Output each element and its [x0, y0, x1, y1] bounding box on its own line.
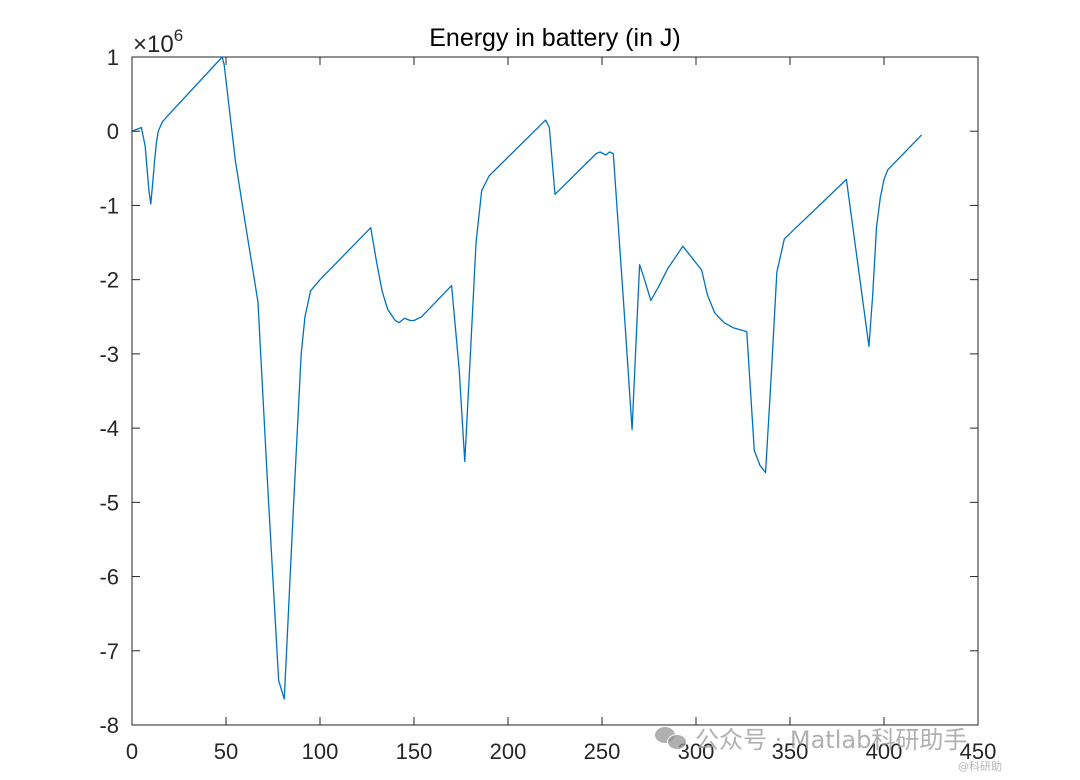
y-tick-label: -1: [99, 193, 119, 218]
x-tick-label: 250: [584, 739, 621, 764]
watermark: 公众号 · Matlab科研助手: [655, 720, 967, 755]
y-exponent-label: ×106: [133, 26, 183, 58]
y-tick-label: -3: [99, 342, 119, 367]
watermark-text: 公众号 · Matlab科研助手: [695, 726, 968, 754]
x-tick-label: 450: [960, 739, 997, 764]
x-tick-label: 400: [866, 739, 903, 764]
axes-box: [131, 56, 979, 726]
y-tick-label: -8: [99, 713, 119, 738]
y-exponent-base: ×10: [133, 31, 174, 58]
watermark-small-text: @科研助: [958, 760, 1002, 773]
x-tick-label: 200: [490, 739, 527, 764]
svg-text:×106: ×106: [133, 26, 183, 58]
y-tick-label: -6: [99, 565, 119, 590]
x-tick-label: 50: [214, 739, 238, 764]
x-tick-label: 100: [302, 739, 339, 764]
y-tick-label: -2: [99, 268, 119, 293]
y-tick-label: -4: [99, 416, 119, 441]
series-line-0: [131, 56, 923, 700]
y-exponent-power: 6: [174, 26, 183, 45]
chart-title: Energy in battery (in J): [429, 24, 681, 52]
y-axis-ticks: 1 0 -1 -2 -3 -4 -5 -6 -7 -8: [99, 45, 978, 738]
x-tick-label: 350: [772, 739, 809, 764]
y-tick-label: -5: [99, 490, 119, 515]
wechat-icon: [655, 725, 687, 751]
x-axis-ticks: 0 50 100 150 200 250 300 350 400 450: [126, 57, 996, 764]
y-tick-label: 1: [107, 45, 119, 70]
series-layer: [131, 56, 923, 700]
y-tick-label: 0: [107, 119, 119, 144]
plot-area: 0 50 100 150 200 250 300 350 400 450 10-1-2-3-4-5…: [99, 45, 996, 764]
x-tick-label: 0: [126, 739, 138, 764]
x-tick-label: 150: [396, 739, 433, 764]
y-tick-label: -7: [99, 639, 119, 664]
